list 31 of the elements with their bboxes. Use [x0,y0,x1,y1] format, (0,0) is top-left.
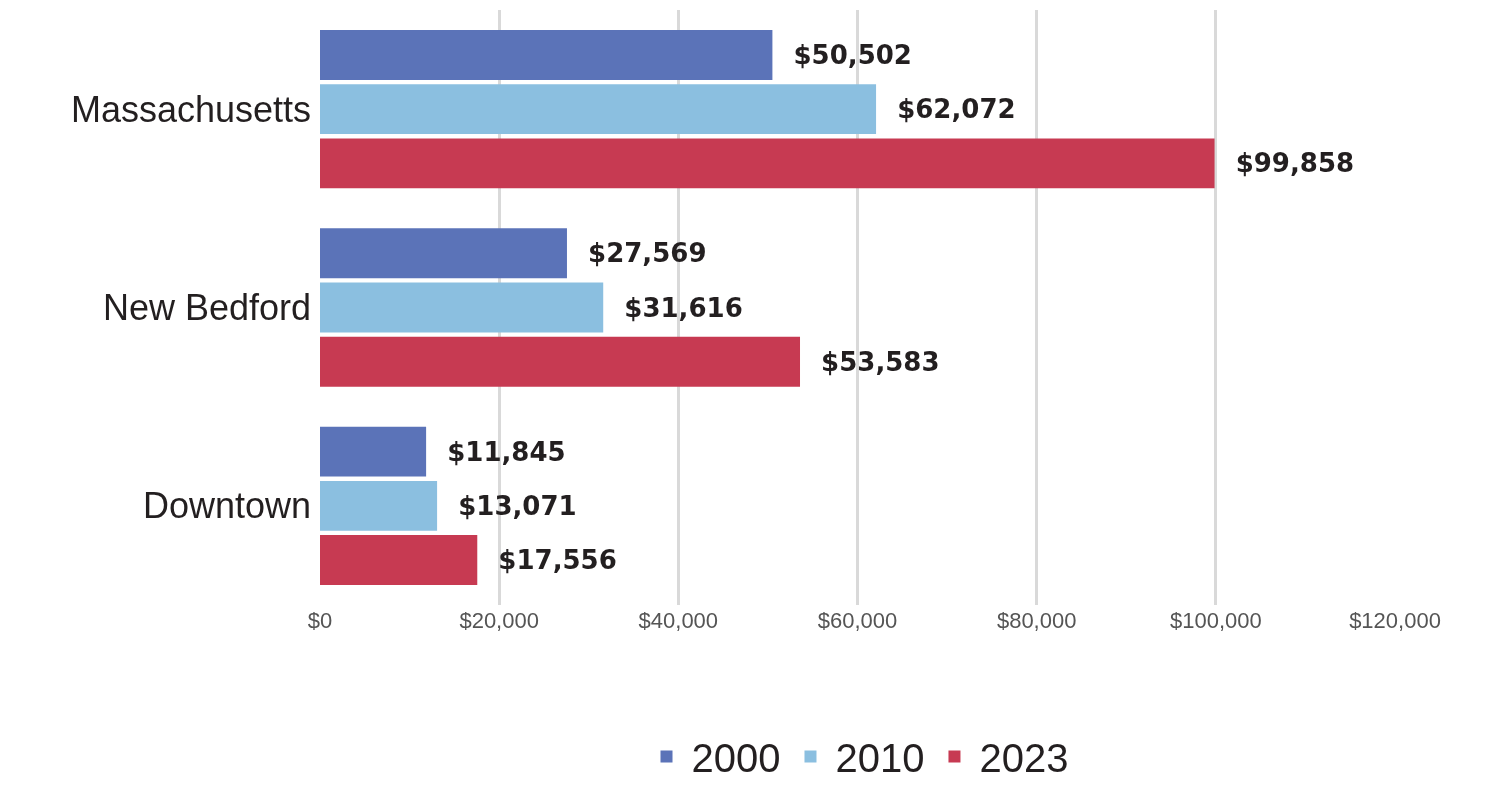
bar [320,84,877,135]
y-tick-label: Massachusetts [70,88,311,130]
bar [320,480,438,531]
x-tick-label: $60,000 [817,608,898,633]
bar [320,282,604,333]
x-tick-label: $20,000 [459,608,539,633]
bar [320,535,478,585]
legend-label: 2010 [835,736,925,781]
data-label: $13,071 [440,490,577,521]
data-label: $99,858 [1217,148,1355,179]
legend-label: 2000 [691,736,781,781]
legend-label: 2023 [979,736,1069,781]
data-label: $31,616 [606,292,743,323]
bar [320,30,773,80]
x-tick-label: $100,000 [1169,608,1262,633]
x-tick-label: $40,000 [638,608,719,633]
y-tick-label: Downtown [142,485,311,527]
y-tick-label: New Bedford [102,287,311,329]
data-label: $50,502 [775,39,912,70]
x-tick-label: $0 [307,608,333,633]
bar [320,228,567,279]
x-tick-label: $120,000 [1349,608,1441,633]
data-label: $27,569 [569,238,707,269]
bar [320,138,1215,189]
data-label: $11,845 [429,436,566,467]
data-label: $53,583 [803,346,940,377]
data-label: $62,072 [879,94,1016,125]
data-label: $17,556 [480,545,617,576]
bar [320,426,427,477]
x-tick-label: $80,000 [996,608,1077,633]
bar [320,336,801,387]
